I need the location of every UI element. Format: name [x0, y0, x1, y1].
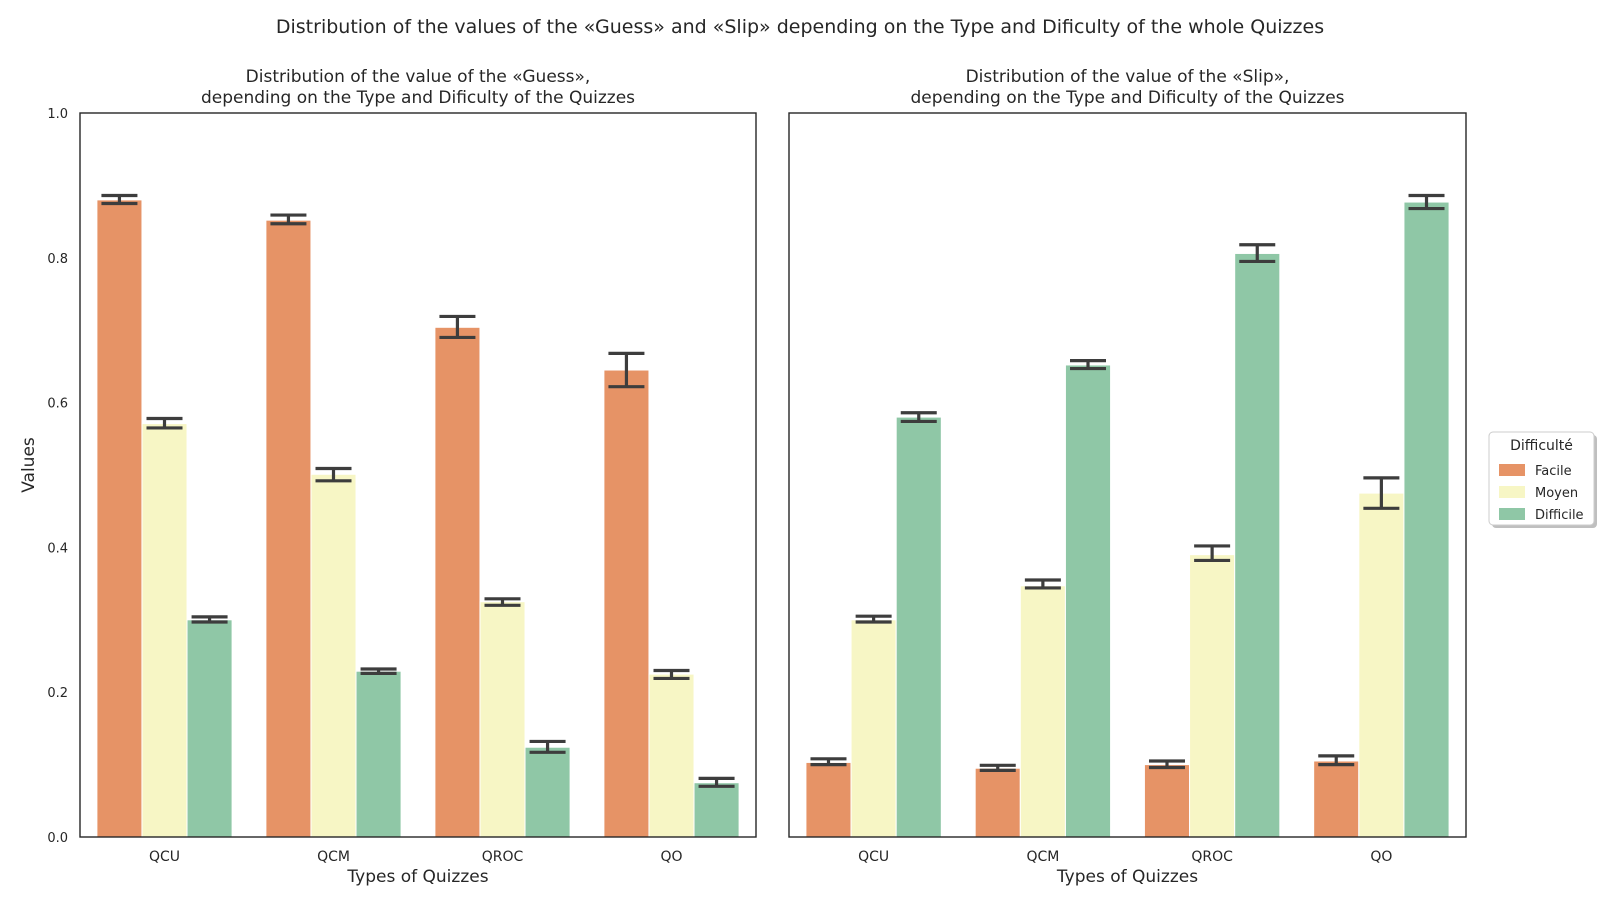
legend-entry-label: Difficile: [1535, 508, 1584, 523]
x-tick-label: QO: [660, 849, 682, 865]
error-bar: [1408, 193, 1445, 211]
axes-frame: [788, 112, 1467, 838]
figure-suptitle: Distribution of the values of the «Guess…: [276, 16, 1324, 38]
error-bar: [608, 351, 645, 389]
error-bar: [439, 314, 476, 340]
bar: [1019, 585, 1066, 838]
x-tick-label: QCM: [317, 849, 350, 865]
panel-2: Distribution of the value of the «Slip»,…: [788, 67, 1467, 887]
error-bar: [855, 614, 892, 624]
y-tick-label: 0.0: [47, 831, 68, 846]
legend-box: [1488, 431, 1595, 526]
error-bar: [270, 213, 307, 226]
bar: [434, 326, 481, 838]
bar: [310, 473, 357, 838]
error-bar: [101, 193, 138, 206]
error-bar: [979, 763, 1016, 772]
bar: [141, 423, 188, 838]
y-tick-label: 1.0: [47, 107, 68, 122]
legend-swatch: [1499, 464, 1525, 476]
panel-title-line: Distribution of the value of the «Slip»,: [966, 67, 1290, 87]
bar: [524, 746, 571, 838]
legend-title: Difficulté: [1510, 438, 1573, 454]
bar: [1403, 201, 1450, 838]
bar: [974, 767, 1021, 838]
bar: [1189, 554, 1236, 838]
bar: [1064, 364, 1112, 838]
error-bar: [484, 597, 521, 607]
panel-title-line: Distribution of the value of the «Guess»…: [246, 67, 591, 87]
x-tick-label: QCU: [149, 849, 180, 865]
axes-frame: [79, 112, 757, 838]
error-bar: [653, 668, 690, 681]
error-bar: [1363, 476, 1400, 510]
y-tick-label: 0.8: [47, 252, 68, 267]
bar: [1143, 764, 1191, 838]
bar: [355, 670, 402, 838]
y-axis-label: Values: [19, 437, 39, 493]
panel-title-line: depending on the Type and Dificulty of t…: [910, 88, 1344, 108]
bar: [265, 219, 312, 838]
bar: [96, 199, 143, 838]
x-axis-label: Types of Quizzes: [346, 867, 488, 887]
error-bar: [1148, 759, 1185, 770]
panel-1: Distribution of the value of the «Guess»…: [47, 67, 757, 887]
error-bar: [529, 739, 566, 754]
error-bar: [1194, 544, 1231, 563]
x-tick-label: QO: [1370, 849, 1392, 865]
error-bar: [810, 757, 847, 767]
bar: [850, 619, 897, 838]
x-tick-label: QCM: [1026, 849, 1059, 865]
legend-swatch: [1499, 508, 1525, 520]
x-tick-label: QROC: [1191, 849, 1233, 865]
bar: [805, 761, 852, 838]
error-bar: [1239, 243, 1276, 264]
y-tick-label: 0.2: [47, 686, 68, 701]
legend-entry-label: Moyen: [1535, 486, 1578, 501]
x-tick-label: QCU: [858, 849, 889, 865]
error-bar: [900, 411, 937, 424]
bar: [603, 369, 650, 838]
panel-title-line: depending on the Type and Dificulty of t…: [201, 88, 635, 108]
y-tick-label: 0.4: [47, 541, 68, 556]
legend-entry-label: Facile: [1535, 464, 1572, 479]
bar: [1234, 252, 1281, 838]
bar: [479, 601, 526, 838]
bar: [648, 673, 695, 838]
bar: [1358, 492, 1405, 838]
legend: Difficulté Facile Moyen Difficile: [1488, 431, 1597, 528]
error-bar: [315, 466, 352, 483]
error-bar: [698, 776, 735, 788]
x-axis-label: Types of Quizzes: [1056, 867, 1198, 887]
y-tick-label: 0.6: [47, 397, 68, 412]
error-bar: [146, 416, 183, 430]
bar: [693, 782, 740, 838]
error-bar: [1318, 754, 1355, 767]
bar: [895, 416, 942, 838]
legend-swatch: [1499, 486, 1525, 498]
error-bar: [360, 667, 397, 675]
error-bar: [1070, 359, 1107, 371]
x-tick-label: QROC: [482, 849, 524, 865]
bar: [1313, 760, 1360, 838]
error-bar: [191, 615, 228, 624]
bar: [186, 619, 233, 838]
error-bar: [1024, 578, 1061, 590]
